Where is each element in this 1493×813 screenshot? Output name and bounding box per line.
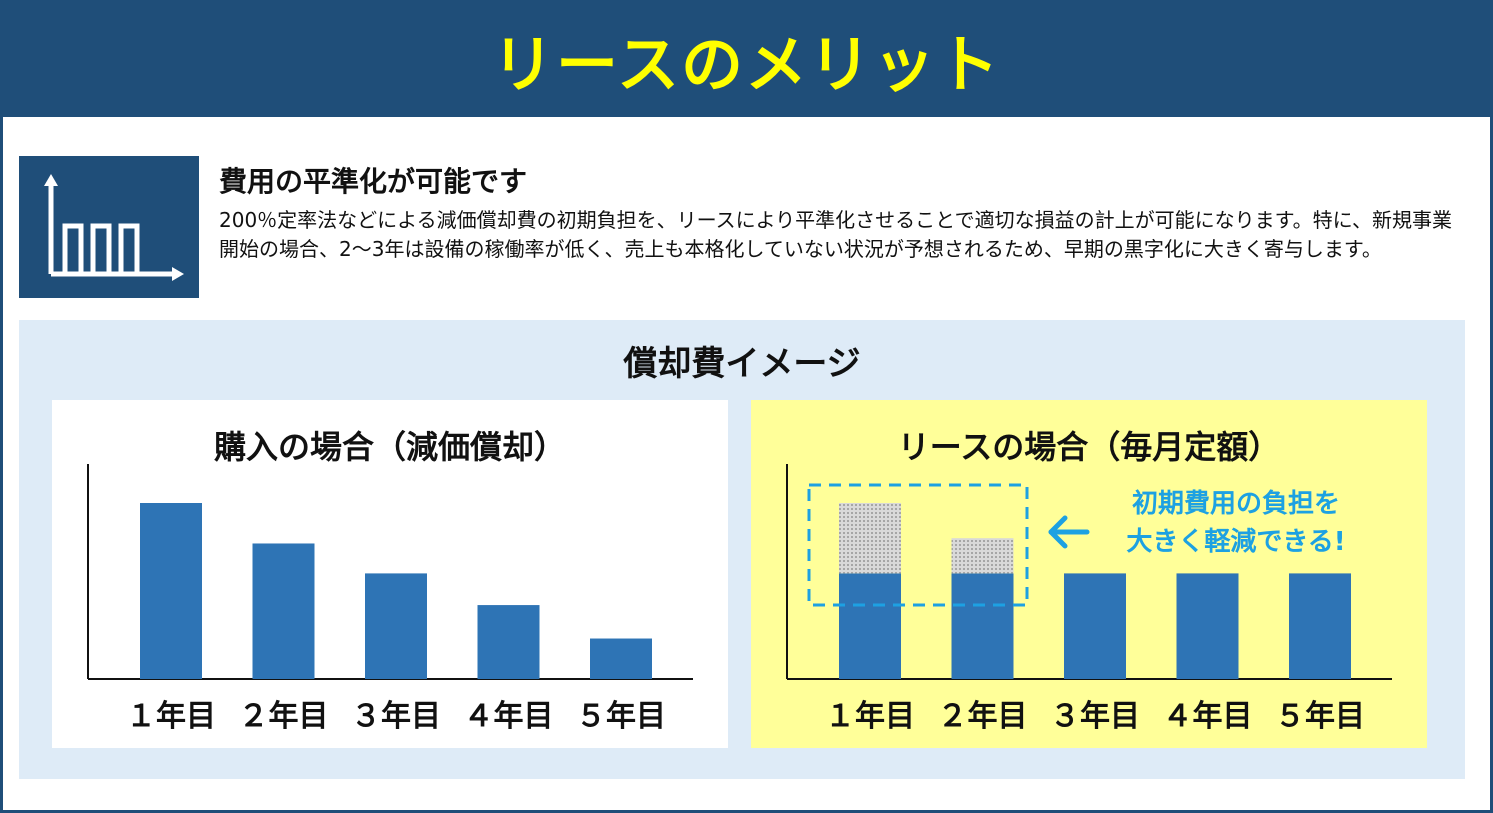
callout-line-1: 初期費用の負担を <box>1131 489 1340 519</box>
purchase-chart: １年目 ２年目 ３年目 ４年目 ５年目 <box>87 464 693 734</box>
purchase-chart-card: 購入の場合（減価償却） １年目 ２年目 ３年目 ４年目 ５年目 <box>52 400 728 748</box>
x-tick-label: ４年目 <box>1163 699 1253 734</box>
bar <box>1289 573 1351 679</box>
bar <box>590 638 652 679</box>
x-tick-label: ３年目 <box>1050 699 1140 734</box>
header-bar: リースのメリット <box>0 0 1493 117</box>
lease-callout: 初期費用の負担を 大きく軽減できる! <box>1111 485 1361 561</box>
x-tick-label: ３年目 <box>351 699 441 734</box>
depreciation-image-panel: 償却費イメージ 購入の場合（減価償却） １年目 ２年目 ３年目 ４年目 ５年目 リースの… <box>19 320 1465 779</box>
x-tick-label: ５年目 <box>1275 699 1365 734</box>
x-tick-label: １年目 <box>126 699 216 734</box>
intro-text: 200％定率法などによる減価償却費の初期負担を、リースにより平準化させることで適… <box>219 208 1452 261</box>
lease-chart-card: リースの場合（毎月定額） １年目 ２年目 ３年目 ４年目 ５年目 初期費用の負担を 大き… <box>751 400 1427 748</box>
bar <box>252 543 315 679</box>
x-tick-label: ４年目 <box>464 699 554 734</box>
bar <box>477 605 540 679</box>
bar <box>140 503 202 679</box>
bar <box>1176 573 1239 679</box>
x-tick-label: ２年目 <box>938 699 1028 734</box>
arrow-left-icon <box>1048 515 1090 549</box>
page-title: リースのメリット <box>492 27 1001 101</box>
callout-line-2: 大きく軽減できる! <box>1126 527 1346 557</box>
x-tick-label: ５年目 <box>576 699 666 734</box>
initial-cost-bar <box>951 538 1014 574</box>
lease-chart-title: リースの場合（毎月定額） <box>897 428 1281 466</box>
x-tick-label: ２年目 <box>239 699 329 734</box>
lease-chart: １年目 ２年目 ３年目 ４年目 ５年目 <box>786 464 1392 734</box>
intro-title: 費用の平準化が可能です <box>219 165 528 198</box>
bar <box>1064 573 1126 679</box>
bar <box>951 573 1014 679</box>
panel-title: 償却費イメージ <box>623 344 861 384</box>
highlight-box <box>807 483 1029 607</box>
bar <box>365 573 427 679</box>
x-tick-label: １年目 <box>825 699 915 734</box>
initial-cost-bar <box>839 503 901 574</box>
bar <box>839 573 901 679</box>
purchase-chart-title: 購入の場合（減価償却） <box>213 428 566 466</box>
bar-chart-icon <box>19 156 199 298</box>
